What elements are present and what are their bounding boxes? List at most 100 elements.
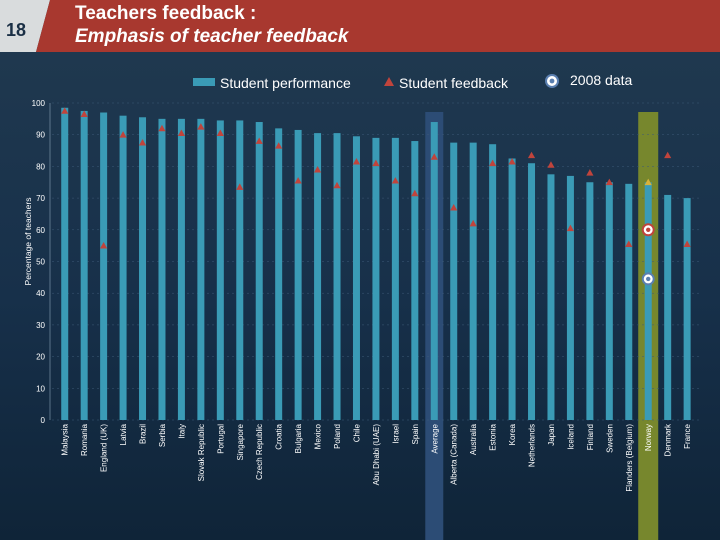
x-tick-label: Average <box>430 423 439 453</box>
x-tick-label: Abu Dhabi (UAE) <box>372 424 381 486</box>
y-tick-label: 90 <box>36 131 45 140</box>
feedback-marker <box>683 240 691 247</box>
bar-australia <box>469 142 477 420</box>
bar-latvia <box>119 115 127 421</box>
ref-2008-point-center <box>646 276 651 282</box>
x-tick-label: Alberta (Canada) <box>450 424 459 485</box>
bar-iceland <box>566 175 574 420</box>
legend-bar-swatch <box>193 78 215 86</box>
feedback-marker <box>605 178 613 186</box>
bar-bulgaria <box>294 129 302 420</box>
legend-bar-label: Student performance <box>220 75 351 91</box>
feedback-marker <box>566 224 575 232</box>
feedback-marker <box>333 181 341 189</box>
legend-ref-label: 2008 data <box>570 72 632 88</box>
bar-brazil <box>139 117 147 420</box>
x-tick-label: Italy <box>177 424 186 439</box>
x-tick-label: France <box>683 423 692 448</box>
bar-flanders-belgium- <box>625 183 633 420</box>
feedback-marker <box>100 242 108 249</box>
feedback-marker <box>411 189 419 197</box>
x-tick-label: Czech Republic <box>255 424 264 480</box>
feedback-marker <box>294 177 302 184</box>
bar-singapore <box>236 120 244 420</box>
x-tick-label: Brazil <box>139 424 148 444</box>
y-tick-label: 50 <box>36 258 45 267</box>
bar-serbia <box>158 118 166 420</box>
x-tick-label: Norway <box>644 424 653 451</box>
bar-finland <box>586 182 594 420</box>
feedback-marker <box>138 139 147 146</box>
feedback-marker <box>313 165 322 173</box>
feedback-marker <box>158 124 166 132</box>
x-tick-label: Denmark <box>664 423 673 456</box>
y-tick-label: 0 <box>41 416 46 425</box>
y-tick-label: 80 <box>36 162 45 171</box>
feedback-marker <box>197 123 205 130</box>
feedback-marker <box>664 151 672 159</box>
x-tick-label: Serbia <box>158 423 167 447</box>
x-tick-label: Slovak Republic <box>197 424 206 481</box>
bar-alberta-canada- <box>450 142 458 420</box>
feedback-marker <box>625 240 633 247</box>
bar-slovak-republic <box>197 118 205 420</box>
bar-sweden <box>605 182 613 420</box>
feedback-marker <box>469 219 477 227</box>
bar-poland <box>333 133 341 421</box>
feedback-marker <box>80 110 88 117</box>
x-tick-label: Australia <box>469 423 478 455</box>
slide-header: 18 Teachers feedback : Emphasis of teach… <box>0 0 720 52</box>
feedback-marker <box>216 129 224 136</box>
y-tick-label: 30 <box>36 321 45 330</box>
y-tick-label: 10 <box>36 384 45 393</box>
bar-england-uk- <box>100 112 108 420</box>
slide-number: 18 <box>6 20 27 40</box>
feedback-marker <box>430 153 438 160</box>
x-tick-label: Mexico <box>314 423 323 449</box>
legend-marker-label: Student feedback <box>399 75 509 91</box>
header-banner <box>0 0 720 52</box>
x-tick-label: Bulgaria <box>294 423 303 453</box>
x-tick-label: Chile <box>352 423 361 442</box>
x-tick-label: Finland <box>586 424 595 450</box>
bar-denmark <box>664 194 672 420</box>
x-tick-label: Netherlands <box>528 424 537 467</box>
feedback-marker <box>391 177 399 184</box>
x-tick-label: Flanders (Belgium) <box>625 424 634 492</box>
slide-title: Teachers feedback : <box>75 3 257 24</box>
x-tick-label: Singapore <box>236 423 245 460</box>
bar-malaysia <box>61 107 69 420</box>
x-tick-label: Croatia <box>275 423 284 449</box>
feedback-marker <box>255 137 263 144</box>
x-tick-label: Sweden <box>605 424 614 453</box>
feedback-marker <box>527 151 536 159</box>
slide-subtitle: Emphasis of teacher feedback <box>75 26 349 47</box>
bar-italy <box>177 118 185 420</box>
feedback-marker <box>547 161 555 168</box>
x-tick-label: Japan <box>547 424 556 446</box>
y-axis-label: Percentage of teachers <box>23 198 33 286</box>
bar-mexico <box>314 133 322 421</box>
x-tick-label: Estonia <box>489 423 498 450</box>
bar-netherlands <box>528 163 536 421</box>
bar-average <box>430 122 438 421</box>
x-tick-label: England (UK) <box>100 424 109 472</box>
y-tick-label: 20 <box>36 353 45 362</box>
x-tick-label: Poland <box>333 424 342 449</box>
bar-israel <box>391 137 399 420</box>
legend-ref-swatch-center <box>549 78 555 84</box>
x-tick-label: Latvia <box>119 423 128 445</box>
bar-korea <box>508 158 516 420</box>
legend-marker-swatch <box>384 77 394 86</box>
feedback-marker <box>644 178 652 186</box>
feedback-marker <box>489 159 497 167</box>
feedback-marker <box>450 204 458 211</box>
x-tick-label: Portugal <box>216 424 225 454</box>
x-tick-label: Romania <box>80 423 89 456</box>
bar-portugal <box>216 120 224 420</box>
feedback-marker <box>177 129 186 136</box>
y-tick-label: 40 <box>36 289 45 298</box>
feedback-marker <box>586 169 594 176</box>
y-tick-label: 100 <box>32 99 46 108</box>
